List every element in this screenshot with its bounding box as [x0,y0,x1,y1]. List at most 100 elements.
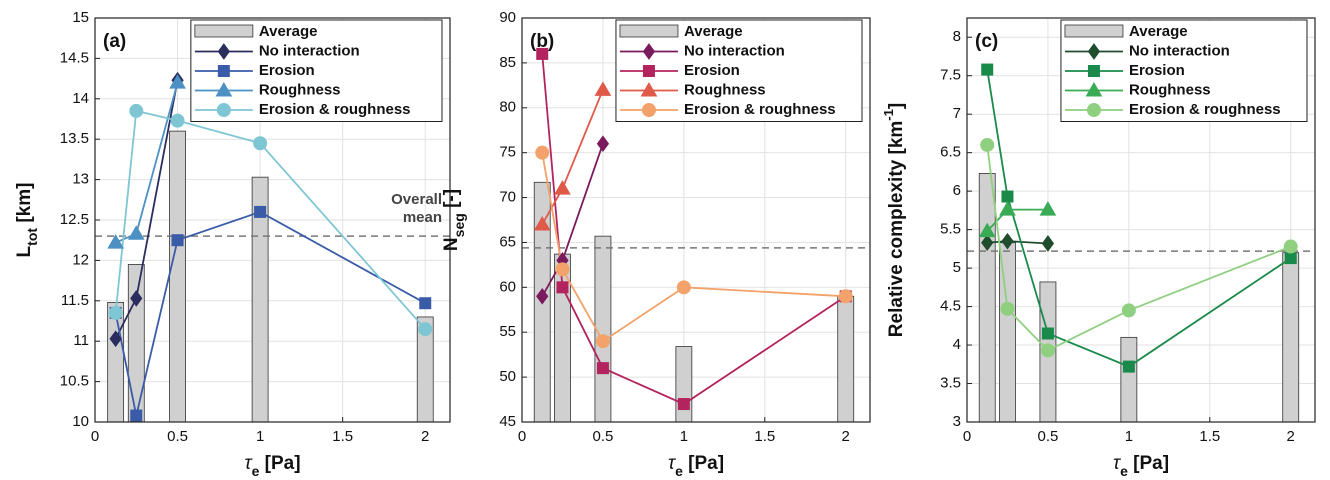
point [1041,235,1055,252]
point [676,280,691,295]
y-tick-label: 4 [953,336,961,353]
legend-label: No interaction [1129,42,1230,59]
y-label-sup: -1 [881,109,896,121]
x-tick-label: 0 [518,428,526,445]
y-label-base: Relative complexity [km [886,121,907,337]
point [536,47,549,60]
point [419,297,432,310]
point [254,205,267,218]
x-tick-label: 1.5 [754,428,775,445]
y-tick-label: 60 [499,278,516,295]
point [999,201,1016,216]
bar [107,302,125,423]
point [556,281,569,294]
point [171,234,184,247]
y-tick-label: 15 [72,9,89,26]
point [169,74,186,89]
x-label-unit: [Pa] [683,453,724,474]
point [838,289,853,304]
legend-marker [642,65,655,77]
point [981,234,994,252]
y-label-sub: seg [451,213,467,237]
bar [675,346,693,423]
legend-label: No interaction [259,42,360,59]
panel-label: (b) [530,31,554,52]
point [980,137,995,152]
y-tick-label: 14 [72,90,89,107]
point [595,334,610,349]
y-tick-label: 11 [73,332,89,349]
y-tick-label: 4.5 [940,298,961,315]
legend-label: Erosion [684,62,740,79]
x-tick-label: 0.5 [167,428,188,445]
x-tick-label: 0 [963,428,971,445]
bar [1120,336,1138,423]
legend-marker [642,43,656,60]
bar [127,264,145,423]
y-label-base: L [14,245,35,257]
point [108,305,123,320]
legend-marker [215,81,233,97]
legend-swatch [194,24,254,38]
y-tick-label: 14.5 [60,49,89,66]
plot-frame [966,17,1316,423]
point [1039,201,1057,216]
x-label-base: τ [1113,453,1122,474]
x-tick-label: 1 [680,428,688,445]
x-tick-label: 1 [1125,428,1133,445]
y-tick-label: 50 [499,368,516,385]
y-tick-label: 70 [499,189,516,206]
y-tick-label: 45 [499,413,516,430]
point [1001,232,1014,250]
y-axis-label: Nseg [-] [441,189,467,251]
y-tick-label: 11.5 [61,292,89,309]
y-axis-label: Relative complexity [km-1] [881,103,907,337]
legend-label: Roughness [259,81,341,98]
legend-label: Roughness [684,81,766,98]
plot-frame [94,17,451,423]
legend-marker [1085,81,1103,97]
point [107,234,125,249]
x-label-unit: [Pa] [1128,453,1169,474]
legend-label: Erosion & roughness [684,101,836,118]
y-tick-label: 7 [953,105,961,122]
legend-marker [640,81,658,97]
legend-marker [1087,65,1100,77]
legend-marker [216,103,231,117]
x-tick-label: 0.5 [1038,428,1059,445]
legend-label: Erosion & roughness [259,101,411,118]
x-axis-label: τe [Pa] [668,453,724,479]
y-label-sub: tot [24,228,40,246]
x-tick-label: 1 [256,428,264,445]
legend-label: Average [684,23,743,40]
bar [1282,252,1300,423]
point [1000,301,1015,316]
legend-label: No interaction [684,42,785,59]
x-label-sub: e [675,463,683,479]
x-tick-label: 1.5 [1199,428,1220,445]
plot-frame [521,17,871,423]
point [253,136,268,151]
point [677,398,690,411]
legend-marker [217,43,230,60]
point [1283,239,1298,254]
y-label-base: N [441,237,462,251]
x-tick-label: 0.5 [593,428,614,445]
y-tick-label: 6.5 [940,144,961,161]
point [127,225,145,240]
point [596,362,609,375]
y-label-unit: [km] [14,183,35,228]
point [555,262,570,277]
x-tick-label: 2 [842,428,850,445]
legend-marker [1087,43,1101,60]
annotation: Overall [391,191,442,208]
legend-marker [217,65,230,77]
y-tick-label: 10 [72,413,89,430]
y-tick-label: 8 [953,28,961,45]
annotation: mean [403,209,442,226]
point [170,113,185,128]
x-label-base: τ [668,453,677,474]
legend-label: Average [1129,23,1188,40]
point [981,63,994,76]
